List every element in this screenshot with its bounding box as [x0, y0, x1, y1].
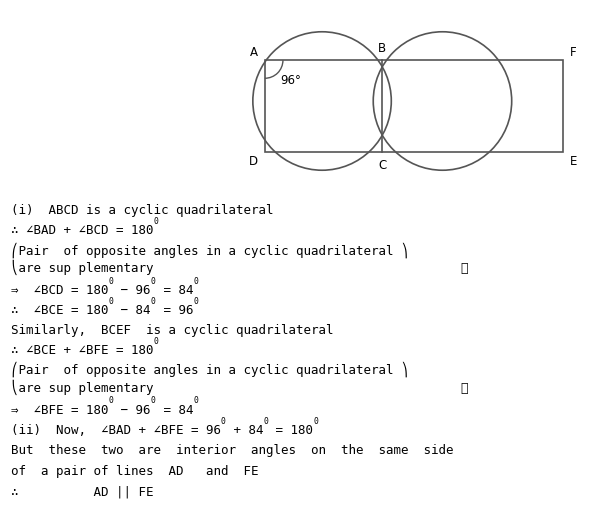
Text: 96°: 96°	[280, 74, 301, 87]
Text: ∴ ∠BAD + ∠BCD = 180: ∴ ∠BAD + ∠BCD = 180	[11, 224, 154, 237]
Text: = 84: = 84	[155, 284, 193, 296]
Bar	[265, 61, 563, 153]
Text: F: F	[570, 46, 577, 59]
Text: ∴ ∠BCE + ∠BFE = 180: ∴ ∠BCE + ∠BFE = 180	[11, 344, 154, 356]
Text: Similarly,  BCEF  is a cyclic quadrilateral: Similarly, BCEF is a cyclic quadrilatera…	[11, 323, 334, 336]
Text: = 96: = 96	[155, 304, 193, 317]
Text: ⇒  ∠BFE = 180: ⇒ ∠BFE = 180	[11, 403, 108, 416]
Text: D: D	[249, 155, 258, 167]
Text: − 84: − 84	[113, 304, 150, 317]
Text: ⎝are sup plementary                                         ⎿: ⎝are sup plementary ⎿	[11, 260, 468, 275]
Text: of  a pair of lines  AD   and  FE: of a pair of lines AD and FE	[11, 464, 258, 477]
Text: ∴  ∠BCE = 180: ∴ ∠BCE = 180	[11, 304, 108, 317]
Text: − 96: − 96	[113, 403, 150, 416]
Text: ⎛Pair  of opposite angles in a cyclic quadrilateral ⎞: ⎛Pair of opposite angles in a cyclic qua…	[11, 361, 408, 377]
Text: 0: 0	[193, 395, 198, 405]
Text: = 180: = 180	[268, 423, 313, 436]
Text: 0: 0	[193, 296, 198, 305]
Text: − 96: − 96	[113, 284, 150, 296]
Text: 0: 0	[313, 416, 318, 425]
Text: 0: 0	[108, 296, 113, 305]
Text: ⎛Pair  of opposite angles in a cyclic quadrilateral ⎞: ⎛Pair of opposite angles in a cyclic qua…	[11, 241, 408, 257]
Text: E: E	[570, 155, 577, 167]
Text: 0: 0	[150, 296, 155, 305]
Text: But  these  two  are  interior  angles  on  the  same  side: But these two are interior angles on the…	[11, 444, 453, 457]
Text: ⇒  ∠BCD = 180: ⇒ ∠BCD = 180	[11, 284, 108, 296]
Text: 0: 0	[221, 416, 226, 425]
Text: ∴          AD || FE: ∴ AD || FE	[11, 485, 154, 497]
Text: B: B	[378, 42, 386, 55]
Text: + 84: + 84	[226, 423, 263, 436]
Text: (ii)  Now,  ∠BAD + ∠BFE = 96: (ii) Now, ∠BAD + ∠BFE = 96	[11, 423, 221, 436]
Text: 0: 0	[108, 276, 113, 285]
Text: 0: 0	[193, 276, 198, 285]
Text: A: A	[250, 46, 258, 59]
Text: 0: 0	[263, 416, 268, 425]
Text: 0: 0	[154, 216, 158, 225]
Text: C: C	[378, 159, 386, 172]
Text: 0: 0	[108, 395, 113, 405]
Text: 0: 0	[154, 336, 158, 345]
Text: (i)  ABCD is a cyclic quadrilateral: (i) ABCD is a cyclic quadrilateral	[11, 204, 273, 216]
Text: ⎝are sup plementary                                         ⎿: ⎝are sup plementary ⎿	[11, 379, 468, 394]
Text: 0: 0	[150, 395, 155, 405]
Text: 0: 0	[150, 276, 155, 285]
Text: = 84: = 84	[155, 403, 193, 416]
